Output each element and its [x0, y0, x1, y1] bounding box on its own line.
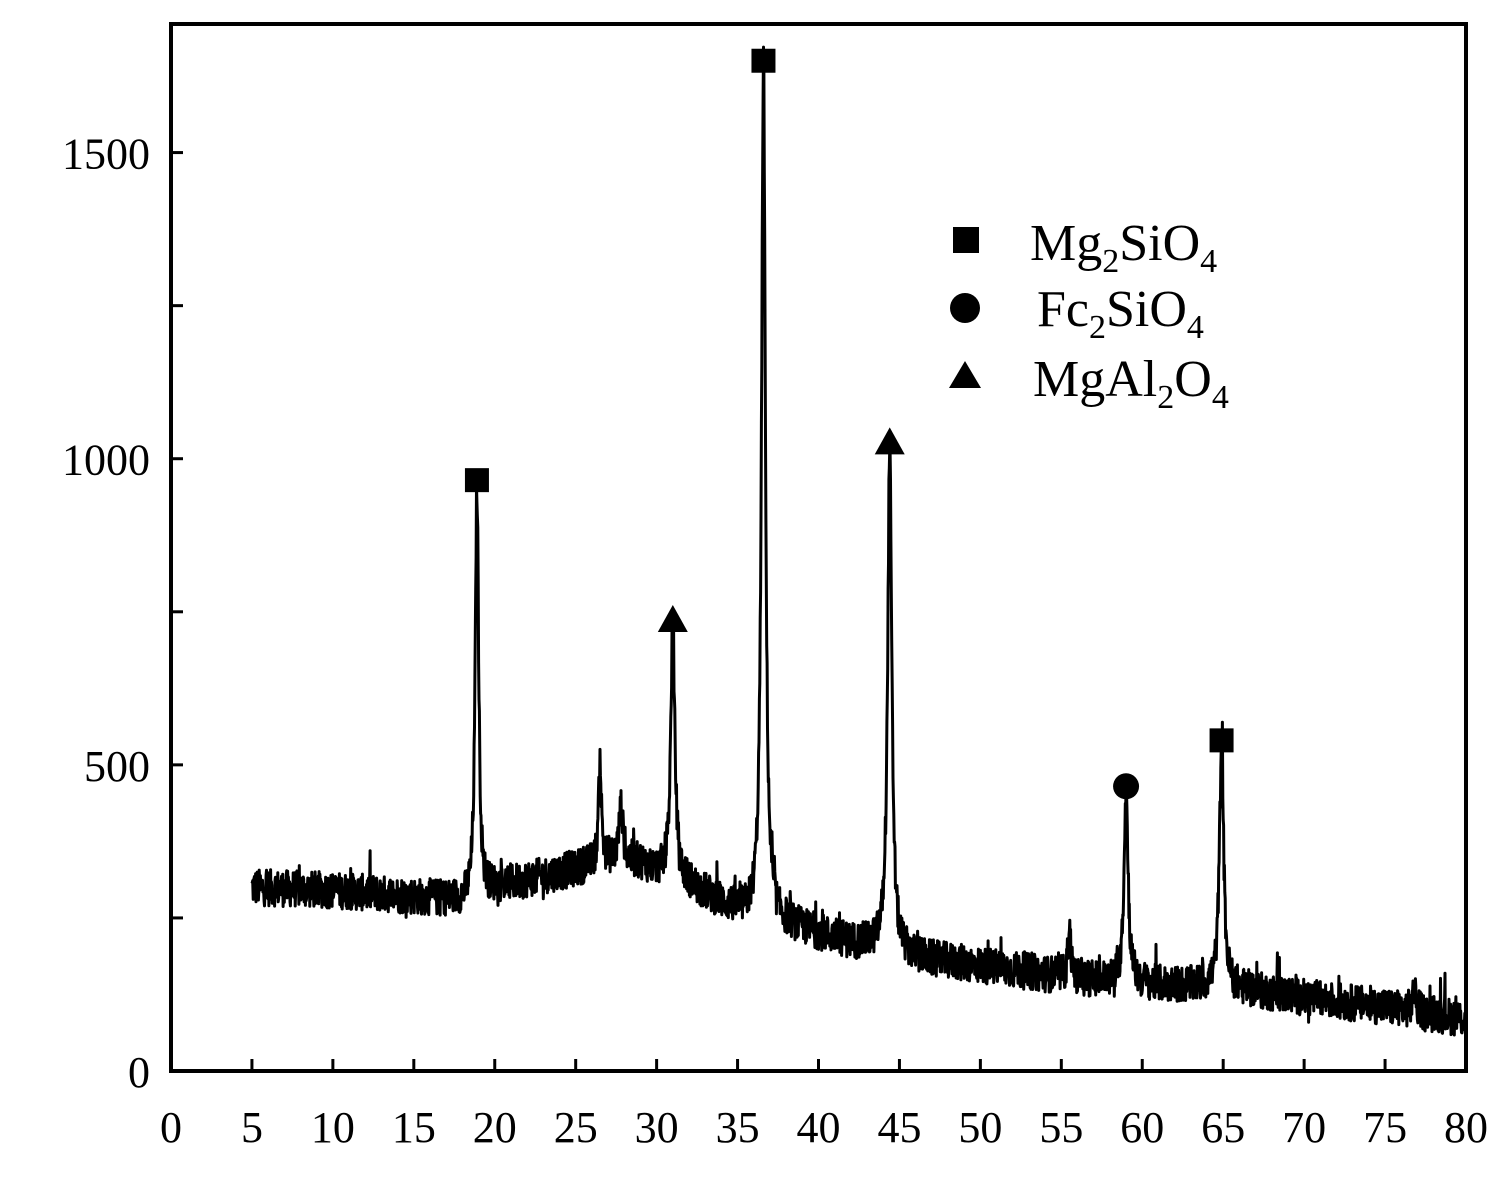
y-tick-label: 0 [128, 1048, 150, 1097]
x-tick-label: 10 [311, 1103, 355, 1152]
x-tick-label: 70 [1282, 1103, 1326, 1152]
pattern-line [250, 45, 1468, 1037]
square-marker-icon [751, 48, 776, 73]
x-tick-label: 25 [554, 1103, 598, 1152]
legend-entry-mgal2o4: MgAl2O4 [1033, 351, 1229, 416]
x-tick-label: 80 [1444, 1103, 1488, 1152]
circle-marker-icon [1113, 773, 1140, 800]
legend-triangle-icon [949, 361, 981, 388]
x-tick-label: 20 [473, 1103, 517, 1152]
y-tick-label: 1000 [62, 436, 150, 485]
x-tick-label: 5 [241, 1103, 263, 1152]
x-tick-label: 75 [1363, 1103, 1407, 1152]
triangle-marker-icon [874, 427, 905, 455]
triangle-marker-icon [657, 604, 688, 632]
x-tick-label: 65 [1201, 1103, 1245, 1152]
y-axis: 0 500 1000 1500 [62, 130, 183, 1097]
peak-markers [464, 48, 1234, 800]
legend-entry-mg2sio4: Mg2SiO4 [1030, 215, 1217, 280]
x-tick-label: 0 [160, 1103, 182, 1152]
x-tick-label: 30 [635, 1103, 679, 1152]
x-tick-label: 15 [392, 1103, 436, 1152]
square-marker-icon [464, 468, 489, 493]
legend: Mg2SiO4 Fc2SiO4 MgAl2O4 [949, 215, 1229, 416]
x-tick-label: 40 [797, 1103, 841, 1152]
legend-circle-icon [950, 293, 980, 323]
diffraction-pattern [250, 45, 1468, 1037]
y-tick-label: 500 [84, 742, 150, 791]
legend-square-icon [953, 227, 979, 253]
x-tick-label: 45 [877, 1103, 921, 1152]
legend-entry-fc2sio4: Fc2SiO4 [1037, 281, 1204, 346]
y-tick-label: 1500 [62, 130, 150, 179]
x-tick-label: 35 [716, 1103, 760, 1152]
x-tick-label: 50 [958, 1103, 1002, 1152]
x-axis: 0 5 10 15 20 25 30 35 40 45 50 55 60 65 70 75 80 [160, 1059, 1488, 1152]
x-tick-label: 55 [1039, 1103, 1083, 1152]
plot-frame [169, 22, 1468, 1073]
square-marker-icon [1209, 728, 1234, 753]
x-tick-label: 60 [1120, 1103, 1164, 1152]
